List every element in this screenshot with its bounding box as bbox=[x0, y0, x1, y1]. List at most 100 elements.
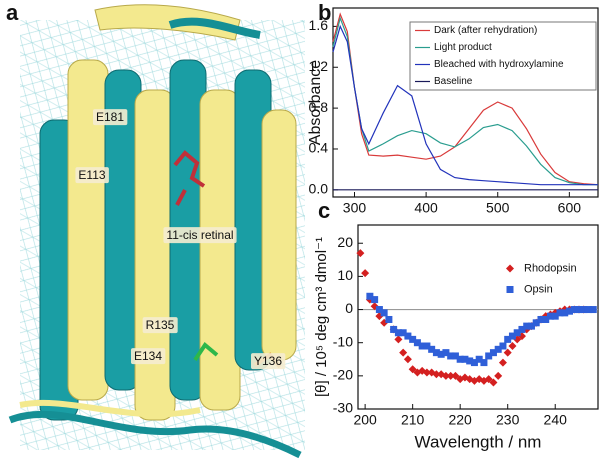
data-point bbox=[532, 319, 540, 327]
y-tick-label: 1.2 bbox=[309, 58, 329, 74]
data-point bbox=[451, 352, 459, 360]
legend-swatch bbox=[506, 264, 514, 273]
panel-label: c bbox=[318, 198, 330, 223]
residue-label: E113 bbox=[78, 168, 105, 182]
data-point bbox=[394, 335, 403, 344]
y-tick-label: -10 bbox=[333, 333, 353, 349]
x-tick-label: 400 bbox=[414, 200, 438, 216]
structure-label: E134 bbox=[130, 348, 166, 365]
y-tick-label: 0.4 bbox=[309, 140, 329, 156]
x-tick-label: 230 bbox=[496, 412, 520, 428]
label-background bbox=[142, 317, 178, 334]
panel-label: b bbox=[318, 0, 331, 25]
legend-box bbox=[409, 21, 597, 91]
data-point bbox=[371, 296, 379, 304]
x-tick-label: 210 bbox=[401, 412, 425, 428]
data-point bbox=[518, 325, 526, 333]
data-point bbox=[485, 352, 493, 360]
y-tick-label: 0 bbox=[345, 300, 353, 316]
structure-label: R135 bbox=[142, 317, 178, 334]
data-point bbox=[423, 342, 431, 350]
data-point bbox=[456, 355, 464, 363]
plot-frame bbox=[357, 224, 599, 410]
data-point bbox=[537, 315, 545, 323]
data-point bbox=[484, 375, 493, 384]
residue-label: R135 bbox=[146, 318, 175, 332]
data-point bbox=[428, 345, 436, 353]
y-axis-label: [θ] / 10⁵ deg cm³ dmol⁻¹ bbox=[313, 237, 330, 397]
data-point bbox=[442, 349, 450, 357]
y-tick-label: -30 bbox=[333, 400, 353, 416]
data-point bbox=[542, 315, 550, 323]
data-point bbox=[551, 312, 559, 320]
y-axis-label: Absorbance bbox=[307, 60, 324, 145]
structure-label: Y136 bbox=[250, 353, 286, 370]
data-point bbox=[418, 342, 426, 350]
data-point bbox=[504, 335, 512, 343]
structure-label: E181 bbox=[92, 109, 128, 126]
legend-box bbox=[500, 258, 590, 300]
residue-label: Y136 bbox=[254, 354, 282, 368]
data-point bbox=[413, 339, 421, 347]
label-background bbox=[130, 348, 166, 365]
data-point bbox=[494, 371, 503, 380]
data-point bbox=[356, 249, 365, 258]
y-tick-label: 0.0 bbox=[309, 181, 329, 197]
x-tick-label: 220 bbox=[448, 412, 472, 428]
residue-label: 11-cis retinal bbox=[166, 228, 233, 242]
data-point bbox=[394, 329, 402, 337]
label-background bbox=[75, 167, 109, 184]
data-point bbox=[499, 342, 507, 350]
data-point bbox=[409, 335, 417, 343]
data-point bbox=[446, 371, 455, 380]
data-point bbox=[404, 332, 412, 340]
data-point bbox=[575, 306, 583, 314]
data-point bbox=[408, 365, 417, 374]
data-point bbox=[489, 378, 498, 387]
data-point bbox=[508, 342, 517, 351]
data-point bbox=[390, 325, 398, 333]
y-tick-label: 0.8 bbox=[309, 99, 329, 115]
x-axis-label: Wavelength / nm bbox=[415, 432, 542, 451]
structure-panel bbox=[8, 4, 305, 459]
y-tick-label: 20 bbox=[337, 234, 353, 250]
data-point bbox=[475, 355, 483, 363]
data-point bbox=[375, 306, 383, 314]
data-point bbox=[447, 352, 455, 360]
data-point bbox=[546, 312, 554, 320]
data-point bbox=[584, 306, 592, 314]
data-point bbox=[570, 306, 578, 314]
data-point bbox=[489, 349, 497, 357]
data-point bbox=[399, 348, 408, 357]
data-point bbox=[422, 368, 431, 377]
legend-label: Light product bbox=[434, 42, 492, 53]
y-tick-label: -20 bbox=[333, 367, 353, 383]
data-point bbox=[437, 350, 445, 358]
x-tick-label: 500 bbox=[486, 200, 510, 216]
structure-label: 11-cis retinal bbox=[163, 227, 237, 244]
y-tick-label: 10 bbox=[337, 267, 353, 283]
y-tick-label: 1.6 bbox=[309, 17, 329, 33]
legend-label: Rhodopsin bbox=[524, 262, 577, 274]
data-point bbox=[441, 371, 450, 380]
legend-label: Opsin bbox=[524, 283, 553, 295]
data-point bbox=[561, 309, 569, 317]
data-point bbox=[403, 355, 412, 364]
legend-label: Bleached with hydroxylamine bbox=[434, 59, 564, 70]
data-point bbox=[399, 329, 407, 337]
data-point bbox=[503, 348, 512, 357]
data-point bbox=[480, 359, 488, 367]
data-point bbox=[380, 309, 388, 317]
data-point bbox=[385, 315, 393, 323]
panel-label: a bbox=[6, 0, 19, 25]
data-point bbox=[361, 269, 370, 278]
data-point bbox=[565, 307, 573, 315]
label-background bbox=[163, 227, 237, 244]
label-background bbox=[92, 109, 128, 126]
data-point bbox=[432, 370, 441, 379]
x-tick-label: 200 bbox=[353, 412, 377, 428]
data-point bbox=[513, 329, 521, 337]
legend-swatch bbox=[506, 286, 514, 293]
data-point bbox=[580, 306, 588, 314]
